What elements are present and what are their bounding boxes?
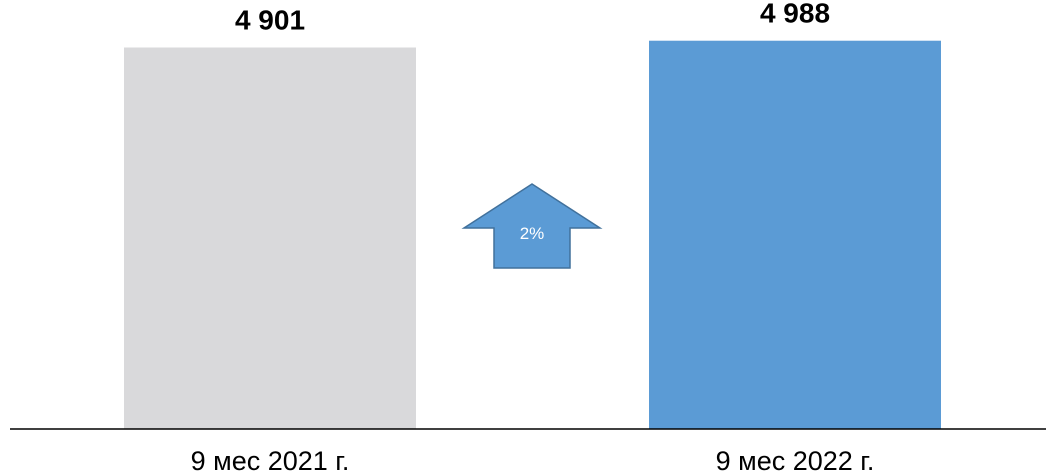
change-annotation: 2% — [461, 183, 603, 269]
category-label-2: 9 мес 2022 г. — [716, 446, 875, 475]
up-arrow-icon — [461, 183, 603, 269]
bar-1 — [124, 47, 416, 429]
bars-group — [124, 40, 941, 429]
value-label-2: 4 988 — [760, 0, 830, 29]
value-label-1: 4 901 — [235, 4, 305, 35]
category-label-1: 9 мес 2021 г. — [191, 446, 350, 475]
change-percent-label: 2% — [520, 224, 545, 243]
labels-group: 4 901 9 мес 2021 г. 4 988 9 мес 2022 г. — [191, 0, 875, 475]
bar-2 — [649, 40, 941, 429]
